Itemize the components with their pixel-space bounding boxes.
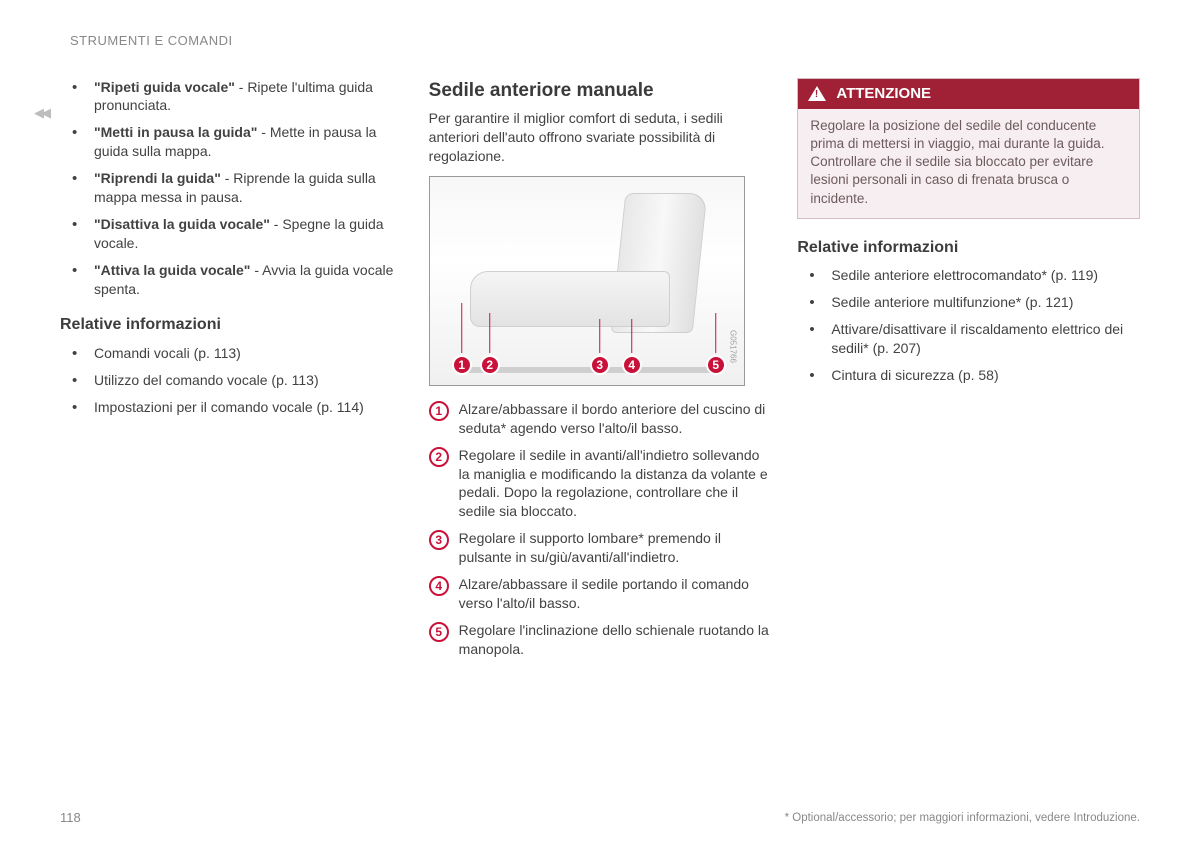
list-item: "Metti in pausa la guida" - Mette in pau… [72, 123, 403, 161]
list-item: "Riprendi la guida" - Riprende la guida … [72, 169, 403, 207]
related-link: Sedile anteriore elettrocomandato* (p. 1… [831, 267, 1098, 283]
related-link: Attivare/disattivare il riscaldamento el… [831, 321, 1123, 356]
section-intro: Per garantire il miglior comfort di sedu… [429, 109, 772, 166]
related-info-title: Relative informazioni [797, 237, 1140, 259]
marker-line [461, 303, 463, 353]
warning-body: Regolare la posizione del sedile del con… [798, 109, 1139, 218]
page-number: 118 [60, 809, 81, 827]
step-badge: 3 [429, 530, 449, 550]
step-item: 4 Alzare/abbassare il sedile portando il … [429, 575, 772, 613]
step-text: Alzare/abbassare il sedile portando il c… [459, 575, 772, 613]
warning-box: ATTENZIONE Regolare la posizione del sed… [797, 78, 1140, 219]
seat-cushion-shape [470, 271, 670, 327]
marker-num: 3 [596, 357, 603, 373]
figure-marker-2: 2 [480, 355, 500, 375]
column-1: "Ripeti guida vocale" - Ripete l'ultima … [60, 78, 403, 667]
step-item: 2 Regolare il sedile in avanti/all'indiet… [429, 446, 772, 522]
column-2: Sedile anteriore manuale Per garantire i… [429, 78, 772, 667]
list-item: Comandi vocali (p. 113) [72, 344, 403, 363]
command-label: "Ripeti guida vocale" [94, 79, 235, 95]
figure-marker-1: 1 [452, 355, 472, 375]
step-item: 1 Alzare/abbassare il bordo anteriore del… [429, 400, 772, 438]
voice-command-list: "Ripeti guida vocale" - Ripete l'ultima … [60, 78, 403, 299]
related-link: Comandi vocali (p. 113) [94, 345, 241, 361]
marker-num: 1 [458, 357, 465, 373]
marker-line [489, 313, 491, 353]
step-badge: 5 [429, 622, 449, 642]
seat-figure: G051766 1 2 3 4 5 [429, 176, 745, 386]
list-item: Sedile anteriore multifunzione* (p. 121) [809, 293, 1140, 312]
marker-line [599, 319, 601, 353]
command-label: "Attiva la guida vocale" [94, 262, 250, 278]
step-text: Regolare l'inclinazione dello schienale … [459, 621, 772, 659]
marker-line [631, 319, 633, 353]
marker-num: 2 [486, 357, 493, 373]
section-heading: Sedile anteriore manuale [429, 78, 772, 104]
marker-num: 5 [712, 357, 719, 373]
step-text: Regolare il sedile in avanti/all'indietr… [459, 446, 772, 522]
column-3: ATTENZIONE Regolare la posizione del sed… [797, 78, 1140, 667]
list-item: Impostazioni per il comando vocale (p. 1… [72, 398, 403, 417]
command-label: "Riprendi la guida" [94, 170, 221, 186]
list-item: Sedile anteriore elettrocomandato* (p. 1… [809, 266, 1140, 285]
related-info-list: Sedile anteriore elettrocomandato* (p. 1… [797, 266, 1140, 384]
warning-title: ATTENZIONE [836, 84, 931, 104]
step-item: 3 Regolare il supporto lombare* premendo … [429, 529, 772, 567]
list-item: "Ripeti guida vocale" - Ripete l'ultima … [72, 78, 403, 116]
list-item: Cintura di sicurezza (p. 58) [809, 366, 1140, 385]
command-label: "Disattiva la guida vocale" [94, 216, 270, 232]
footnote: * Optional/accessorio; per maggiori info… [785, 811, 1140, 827]
step-badge: 1 [429, 401, 449, 421]
related-link: Utilizzo del comando vocale (p. 113) [94, 372, 319, 388]
figure-marker-3: 3 [590, 355, 610, 375]
warning-icon [808, 86, 826, 101]
list-item: Attivare/disattivare il riscaldamento el… [809, 320, 1140, 358]
seat-illustration [470, 193, 700, 343]
step-badge: 4 [429, 576, 449, 596]
list-item: "Disattiva la guida vocale" - Spegne la … [72, 215, 403, 253]
marker-line [715, 313, 717, 353]
figure-marker-5: 5 [706, 355, 726, 375]
warning-header: ATTENZIONE [798, 79, 1139, 109]
step-badge: 2 [429, 447, 449, 467]
related-link: Sedile anteriore multifunzione* (p. 121) [831, 294, 1073, 310]
step-item: 5 Regolare l'inclinazione dello schienale… [429, 621, 772, 659]
list-item: "Attiva la guida vocale" - Avvia la guid… [72, 261, 403, 299]
figure-marker-4: 4 [622, 355, 642, 375]
command-label: "Metti in pausa la guida" [94, 124, 257, 140]
related-link: Cintura di sicurezza (p. 58) [831, 367, 998, 383]
list-item: Utilizzo del comando vocale (p. 113) [72, 371, 403, 390]
figure-code: G051766 [727, 330, 738, 363]
content-columns: "Ripeti guida vocale" - Ripete l'ultima … [60, 78, 1140, 667]
related-info-list: Comandi vocali (p. 113) Utilizzo del com… [60, 344, 403, 417]
marker-num: 4 [628, 357, 635, 373]
page-header: STRUMENTI E COMANDI [70, 32, 1140, 50]
adjustment-steps: 1 Alzare/abbassare il bordo anteriore del… [429, 400, 772, 659]
related-link: Impostazioni per il comando vocale (p. 1… [94, 399, 364, 415]
related-info-title: Relative informazioni [60, 314, 403, 336]
continuation-icon: ◀◀ [34, 104, 48, 122]
step-text: Alzare/abbassare il bordo anteriore del … [459, 400, 772, 438]
step-text: Regolare il supporto lombare* premendo i… [459, 529, 772, 567]
